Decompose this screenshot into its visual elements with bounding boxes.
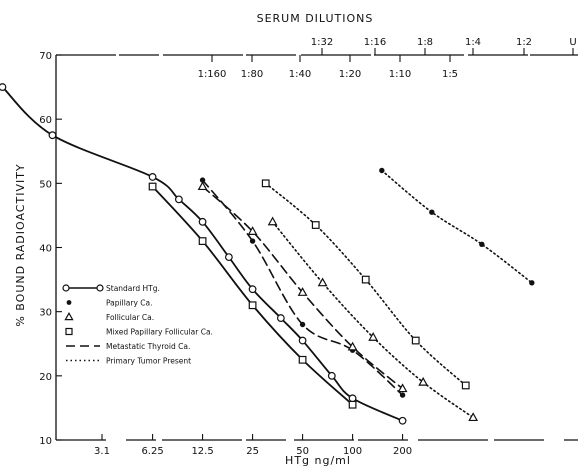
open-circle-marker bbox=[96, 284, 104, 292]
open-circle-marker bbox=[276, 314, 285, 322]
series-line bbox=[271, 221, 474, 419]
top-dilution-label: 1:20 bbox=[339, 69, 361, 80]
filled-circle-marker bbox=[249, 238, 256, 244]
open-circle-marker bbox=[148, 173, 157, 181]
filled-circle-marker bbox=[199, 177, 206, 183]
open-square-marker bbox=[411, 336, 420, 345]
x-tick-label: 3.1 bbox=[94, 446, 110, 457]
x-tick-label: 50 bbox=[296, 446, 309, 457]
top-dilution-label: 1:80 bbox=[241, 69, 263, 80]
series-line bbox=[151, 185, 354, 406]
open-triangle-marker bbox=[397, 383, 408, 393]
data-points bbox=[0, 83, 535, 425]
open-circle-marker bbox=[0, 83, 7, 91]
top-dilution-label: 1:32 bbox=[311, 37, 333, 48]
legend-label: Follicular Ca. bbox=[106, 313, 154, 322]
open-circle-marker bbox=[174, 195, 183, 204]
y-tick-label: 10 bbox=[39, 436, 52, 447]
open-square-marker bbox=[248, 301, 257, 310]
filled-circle-marker bbox=[529, 280, 535, 286]
open-square-marker bbox=[148, 182, 157, 191]
open-triangle-marker bbox=[247, 226, 258, 235]
open-circle-marker bbox=[198, 217, 207, 226]
filled-circle-marker bbox=[66, 300, 72, 305]
x-tick-label: 12.5 bbox=[191, 446, 213, 457]
top-dilution-label: 1:2 bbox=[516, 37, 532, 48]
open-triangle-marker bbox=[368, 332, 379, 341]
legend-label: Mixed Papillary Follicular Ca. bbox=[106, 328, 213, 337]
y-tick-label: 40 bbox=[39, 244, 52, 255]
open-square-marker bbox=[198, 237, 207, 245]
top-dilution-label: 1:10 bbox=[389, 69, 411, 80]
filled-circle-marker bbox=[399, 392, 406, 398]
filled-circle-marker bbox=[299, 321, 306, 328]
open-circle-marker bbox=[248, 285, 257, 294]
filled-circle-marker bbox=[479, 241, 485, 247]
legend-label: Papillary Ca. bbox=[106, 299, 153, 308]
open-square-marker bbox=[65, 327, 73, 336]
legend: Standard HTg. Papillary Ca. Follicular Ca.… bbox=[62, 284, 213, 366]
x-tick-label: 6.25 bbox=[141, 446, 163, 457]
x-tick-label: 25 bbox=[246, 446, 259, 457]
series-line bbox=[381, 169, 533, 284]
open-triangle-marker bbox=[317, 277, 328, 287]
legend-label: Standard HTg. bbox=[106, 284, 160, 293]
open-circle-marker bbox=[348, 394, 357, 403]
top-axis-title: SERUM DILUTIONS bbox=[257, 12, 374, 25]
open-square-marker bbox=[261, 179, 270, 188]
y-tick-label: 60 bbox=[39, 115, 52, 126]
top-dilution-label: 1:5 bbox=[442, 69, 458, 80]
open-triangle-marker bbox=[418, 376, 429, 386]
open-triangle-marker bbox=[347, 341, 358, 351]
x-tick-label: 200 bbox=[393, 446, 412, 457]
top-dilution-label: 1:160 bbox=[198, 69, 227, 80]
filled-circle-marker bbox=[379, 167, 385, 174]
open-square-marker bbox=[311, 221, 320, 229]
y-tick-label: 30 bbox=[39, 308, 52, 319]
top-dilution-label: 1:16 bbox=[364, 37, 386, 48]
open-square-marker bbox=[461, 381, 470, 390]
top-dilution-label: 1:40 bbox=[289, 69, 311, 80]
axis-ticks: 10 20 30 40 50 60 70 3.1 6.25 12.5 25 50 100 200 1:160… bbox=[39, 37, 576, 457]
open-circle-marker bbox=[398, 416, 407, 425]
legend-label: Metastatic Thyroid Ca. bbox=[106, 342, 190, 351]
open-circle-marker bbox=[62, 284, 70, 292]
open-triangle-marker bbox=[267, 216, 278, 226]
top-dilution-label: 1:8 bbox=[417, 37, 433, 48]
top-dilution-label: 1:4 bbox=[465, 37, 481, 48]
open-square-marker bbox=[348, 400, 357, 409]
open-triangle-marker bbox=[297, 287, 308, 296]
y-tick-label: 70 bbox=[39, 51, 52, 62]
filled-circle-marker bbox=[429, 209, 435, 215]
series-lines bbox=[1, 86, 533, 422]
legend-label: Primary Tumor Present bbox=[106, 357, 191, 366]
open-circle-marker bbox=[298, 336, 307, 345]
open-triangle-marker bbox=[64, 311, 74, 321]
top-dilution-label: U bbox=[569, 37, 576, 48]
y-tick-label: 20 bbox=[39, 372, 52, 383]
open-square-marker bbox=[298, 355, 307, 364]
y-tick-label: 50 bbox=[39, 179, 52, 190]
x-tick-label: 100 bbox=[343, 446, 362, 457]
y-axis-title: % BOUND RADIOACTIVITY bbox=[14, 163, 27, 326]
x-axis-title: HTg ng/ml bbox=[285, 454, 351, 467]
open-circle-marker bbox=[224, 253, 233, 262]
open-square-marker bbox=[361, 275, 370, 284]
open-circle-marker bbox=[48, 131, 57, 140]
open-triangle-marker bbox=[468, 412, 479, 422]
open-triangle-marker bbox=[197, 181, 208, 191]
open-circle-marker bbox=[327, 371, 336, 380]
